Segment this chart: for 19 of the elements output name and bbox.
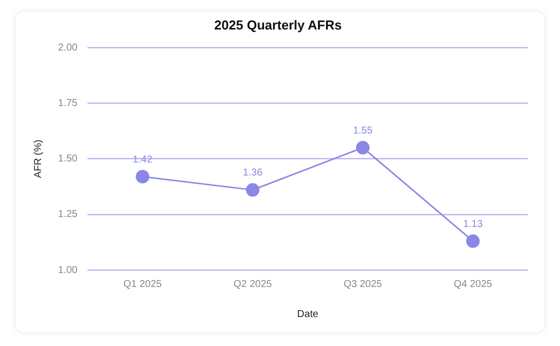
data-label: 1.36 xyxy=(242,168,263,179)
x-tick-label: Q3 2025 xyxy=(344,278,382,290)
y-tick-label: 1.50 xyxy=(58,154,78,165)
point xyxy=(356,140,370,154)
x-axis-title: Date xyxy=(297,308,319,320)
chart-title: 2025 Quarterly AFRs xyxy=(214,17,342,32)
data-label: 1.13 xyxy=(463,218,484,230)
y-tick-label: 1.25 xyxy=(58,209,78,220)
y-tick-label: 1.00 xyxy=(58,264,78,276)
y-axis-title: AFR (%) xyxy=(32,140,44,178)
point xyxy=(246,183,260,197)
x-tick-label: Q1 2025 xyxy=(123,278,162,290)
y-tick-label: 2.00 xyxy=(58,42,78,54)
point xyxy=(136,170,150,184)
x-tick-label: Q2 2025 xyxy=(233,278,272,290)
y-tick-label: 1.75 xyxy=(58,98,78,109)
point xyxy=(466,234,480,248)
x-tick-label: Q4 2025 xyxy=(454,278,493,290)
data-label: 1.55 xyxy=(353,125,373,136)
